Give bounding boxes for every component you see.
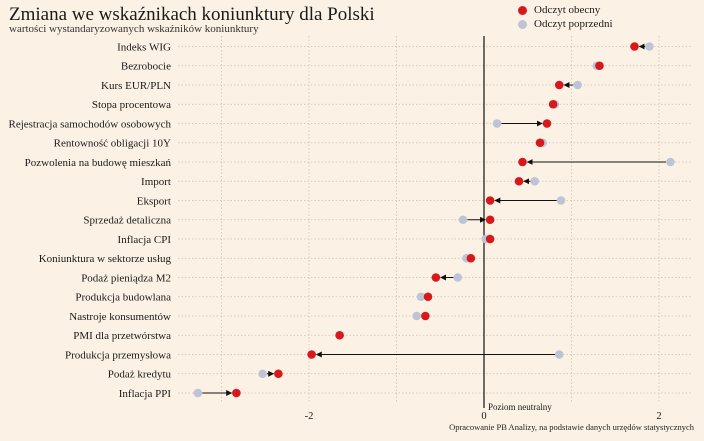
current-reading-point: [274, 369, 283, 379]
category-label: Kurs EUR/PLN: [101, 80, 171, 92]
legend-current-dot-icon: [518, 6, 527, 15]
current-reading-point: [485, 215, 495, 225]
current-reading-point: [466, 253, 476, 263]
current-reading-point: [518, 157, 527, 167]
category-label: PMI dla przetwórstwa: [73, 330, 171, 342]
category-label: Eksport: [137, 195, 171, 207]
current-reading-point: [535, 138, 545, 148]
previous-reading-point: [556, 196, 566, 205]
current-reading-point: [431, 273, 441, 282]
x-tick-label: -2: [305, 411, 314, 422]
legend-previous-label: Odczyt poprzedni: [534, 18, 613, 30]
legend: Odczyt obecny Odczyt poprzedni: [518, 4, 613, 32]
previous-reading-point: [554, 350, 564, 359]
current-reading-point: [421, 311, 430, 321]
current-reading-point: [554, 80, 564, 90]
previous-reading-point: [666, 157, 675, 167]
category-label: Nastroje konsumentów: [69, 311, 171, 323]
category-label: Podaż pieniądza M2: [81, 272, 171, 284]
current-reading-point: [548, 99, 558, 109]
category-label: Rentowność obligacji 10Y: [54, 138, 171, 150]
category-label: Koniunktura w sektorze usług: [39, 253, 172, 265]
previous-reading-point: [530, 176, 540, 186]
category-label: Rejestracja samochodów osobowych: [8, 118, 171, 130]
previous-reading-point: [573, 80, 582, 90]
current-reading-point: [423, 292, 433, 302]
current-reading-point: [514, 176, 524, 186]
category-label: Produkcja przemysłowa: [65, 349, 171, 361]
category-label: Indeks WIG: [117, 41, 171, 53]
previous-reading-point: [453, 273, 463, 282]
neutral-level-label: Poziom neutralny: [488, 402, 552, 412]
previous-reading-point: [492, 119, 502, 128]
current-reading-point: [485, 196, 495, 205]
current-reading-point: [595, 61, 604, 71]
category-label: Stopa procentowa: [92, 99, 171, 111]
chart-title: Zmiana we wskaźnikach koniunktury dla Po…: [9, 4, 375, 25]
legend-previous-dot-icon: [518, 20, 527, 29]
category-label: Pozwolenia na budowę mieszkań: [25, 157, 172, 169]
chart-subtitle: wartości wystandaryzowanych wskaźników k…: [9, 23, 259, 35]
current-reading-point: [630, 42, 639, 51]
previous-reading-point: [412, 311, 421, 321]
legend-item-previous: Odczyt poprzedni: [518, 18, 613, 31]
category-label: Inflacja CPI: [118, 234, 172, 246]
x-tick-label: 0: [481, 411, 486, 422]
previous-reading-point: [458, 215, 468, 225]
x-tick-label: 2: [656, 411, 661, 422]
footnote: Opracowanie PB Analizy, na podstawie dan…: [449, 422, 694, 432]
category-label: Sprzedaż detaliczna: [83, 215, 171, 227]
category-label: Produkcja budowlana: [75, 292, 171, 304]
category-label: Import: [141, 176, 171, 188]
current-reading-point: [335, 330, 344, 340]
previous-reading-point: [645, 42, 654, 51]
category-label: Inflacja PPI: [119, 388, 172, 400]
current-reading-point: [232, 388, 241, 398]
category-label: Bezrobocie: [121, 61, 171, 73]
previous-reading-point: [258, 369, 267, 379]
legend-current-label: Odczyt obecny: [534, 4, 601, 16]
previous-reading-point: [193, 388, 203, 398]
current-reading-point: [307, 350, 316, 359]
current-reading-point: [542, 119, 552, 128]
previous-reading-point: [416, 292, 426, 302]
category-label: Podaż kredytu: [108, 369, 172, 381]
legend-item-current: Odczyt obecny: [518, 4, 613, 17]
current-reading-point: [485, 234, 495, 244]
